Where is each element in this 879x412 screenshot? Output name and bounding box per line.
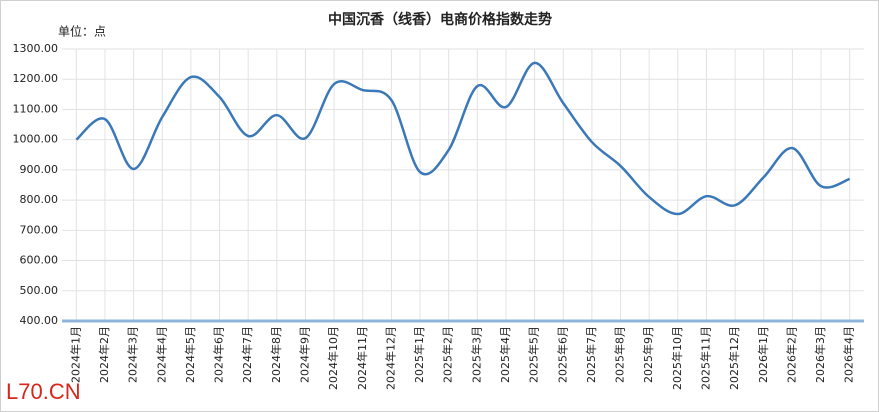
x-tick-label: 2025年7月 — [584, 326, 598, 383]
x-tick-label: 2026年2月 — [784, 326, 798, 383]
y-tick-label: 1300.00 — [13, 42, 59, 55]
y-tick-label: 700.00 — [20, 223, 59, 236]
chart-title: 中国沉香（线香）电商价格指数走势 — [328, 11, 552, 28]
x-tick-label: 2025年2月 — [441, 326, 455, 383]
y-tick-label: 1100.00 — [13, 102, 59, 115]
x-tick-label: 2024年8月 — [269, 326, 283, 383]
x-tick-label: 2024年11月 — [355, 326, 369, 390]
x-tick-label: 2025年12月 — [727, 326, 741, 390]
x-tick-label: 2025年11月 — [698, 326, 712, 390]
y-tick-label: 1000.00 — [13, 133, 59, 146]
x-tick-label: 2025年4月 — [498, 326, 512, 383]
x-tick-label: 2024年2月 — [97, 326, 111, 383]
y-tick-label: 900.00 — [20, 163, 59, 176]
x-tick-label: 2024年5月 — [183, 326, 197, 383]
x-tick-label: 2024年1月 — [68, 326, 82, 383]
x-tick-label: 2024年4月 — [154, 326, 168, 383]
y-tick-label: 500.00 — [20, 284, 59, 297]
x-tick-label: 2025年10月 — [670, 326, 684, 390]
x-tick-label: 2024年12月 — [383, 326, 397, 390]
x-tick-label: 2024年3月 — [126, 326, 140, 383]
x-tick-label: 2026年1月 — [756, 326, 770, 383]
x-tick-label: 2024年6月 — [212, 326, 226, 383]
y-tick-label: 600.00 — [20, 254, 59, 267]
x-tick-label: 2024年10月 — [326, 326, 340, 390]
watermark: L70.CN — [6, 379, 81, 404]
x-tick-label: 2025年5月 — [527, 326, 541, 383]
x-tick-label: 2024年7月 — [240, 326, 254, 383]
x-tick-label: 2025年9月 — [641, 326, 655, 383]
y-unit-label: 单位：点 — [58, 24, 106, 39]
x-tick-label: 2025年8月 — [613, 326, 627, 383]
x-tick-label: 2025年1月 — [412, 326, 426, 383]
x-tick-label: 2026年3月 — [813, 326, 827, 383]
x-tick-label: 2026年4月 — [842, 326, 856, 383]
line — [75, 61, 851, 216]
x-tick-label: 2024年9月 — [297, 326, 311, 383]
y-tick-label: 400.00 — [20, 314, 59, 327]
y-tick-label: 1200.00 — [13, 72, 59, 85]
x-tick-label: 2025年6月 — [555, 326, 569, 383]
y-tick-label: 800.00 — [20, 193, 59, 206]
x-tick-label: 2025年3月 — [469, 326, 483, 383]
